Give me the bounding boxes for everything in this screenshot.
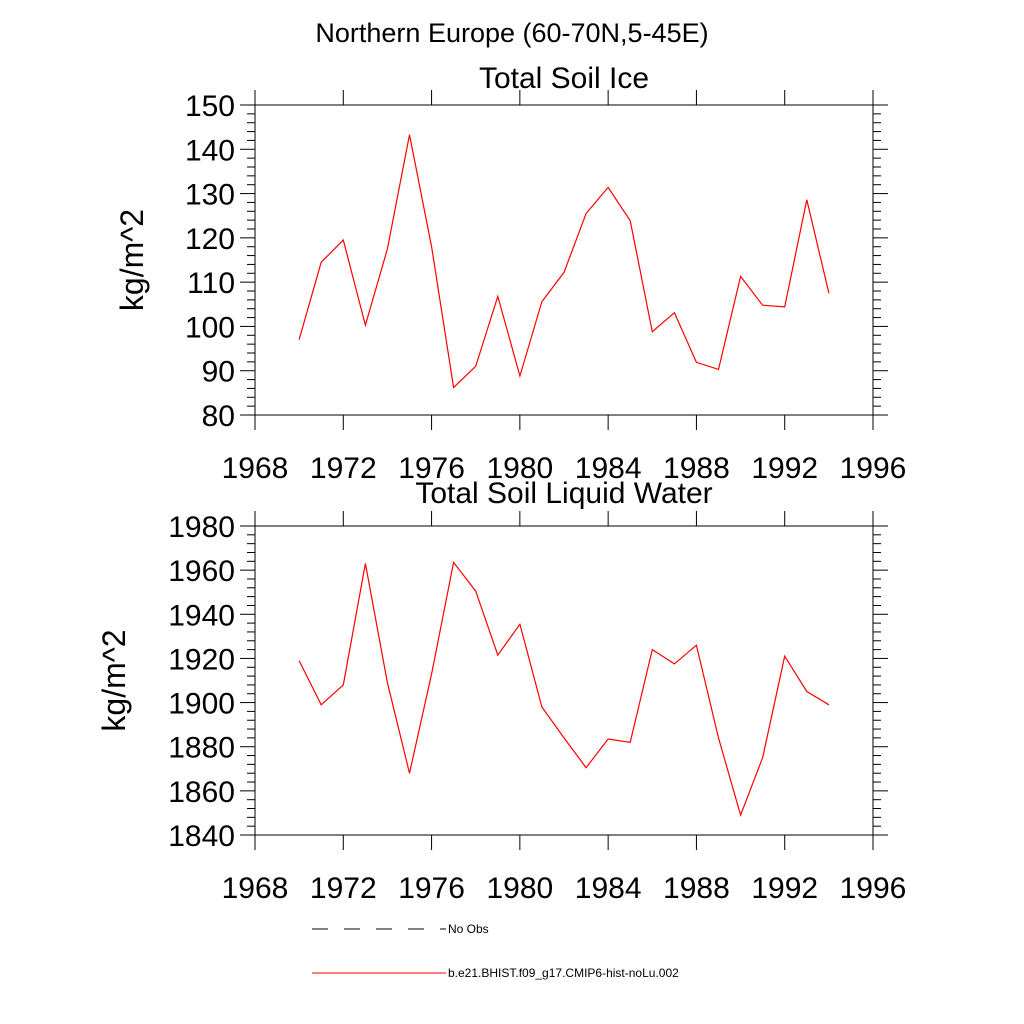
y-tick-label: 80 (202, 400, 235, 433)
x-tick-label: 1996 (840, 452, 907, 485)
panel-1: Total Soil Ice kg/m^2 1968 1972 1976 1980 1984… (114, 62, 906, 485)
y-tick-label: 120 (185, 223, 235, 256)
y-tick-label: 130 (185, 179, 235, 212)
series-line (298, 560, 830, 817)
y-tick-label: 1960 (168, 555, 235, 588)
x-tick-label: 1972 (310, 872, 377, 905)
panel-title: Total Soil Liquid Water (415, 477, 712, 510)
y-tick-label: 1940 (168, 599, 235, 632)
y-tick-label: 140 (185, 134, 235, 167)
x-tick-label: 1968 (222, 452, 289, 485)
x-tick-label: 1980 (486, 872, 553, 905)
legend-label-no-obs: No Obs (448, 922, 489, 936)
y-tick-label: 1900 (168, 688, 235, 721)
y-tick-label: 90 (202, 356, 235, 389)
x-tick-label: 1976 (398, 452, 465, 485)
x-tick-label: 1988 (663, 452, 730, 485)
plot-frame (254, 104, 874, 416)
x-tick-label: 1992 (751, 452, 818, 485)
figure-suptitle: Northern Europe (60-70N,5-45E) (315, 18, 708, 48)
y-tick-label: 110 (187, 267, 235, 300)
series-line (298, 134, 830, 389)
legend: No Obs b.e21.BHIST.f09_g17.CMIP6-hist-no… (312, 922, 679, 980)
y-tick-label: 1920 (168, 643, 235, 676)
x-tick-label: 1984 (575, 872, 642, 905)
x-tick-label: 1972 (310, 452, 377, 485)
y-axis-label: kg/m^2 (114, 209, 150, 311)
legend-label-model: b.e21.BHIST.f09_g17.CMIP6-hist-noLu.002 (448, 966, 679, 980)
x-tick-label: 1992 (751, 872, 818, 905)
y-tick-label: 1980 (168, 511, 235, 544)
y-tick-label: 100 (185, 311, 235, 344)
y-tick-label: 1860 (168, 776, 235, 809)
x-tick-label: 1984 (575, 452, 642, 485)
panel-2: Total Soil Liquid Water kg/m^2 1968 1972 197… (96, 477, 906, 905)
y-tick-label: 1840 (168, 820, 235, 853)
x-tick-label: 1996 (840, 872, 907, 905)
y-tick-label: 150 (185, 90, 235, 123)
x-tick-label: 1968 (222, 872, 289, 905)
y-tick-label: 1880 (168, 732, 235, 765)
panel-title: Total Soil Ice (479, 62, 649, 95)
x-tick-label: 1976 (398, 872, 465, 905)
x-tick-label: 1980 (486, 452, 553, 485)
x-tick-label: 1988 (663, 872, 730, 905)
plot-frame (254, 525, 874, 836)
y-axis-label: kg/m^2 (96, 629, 132, 731)
